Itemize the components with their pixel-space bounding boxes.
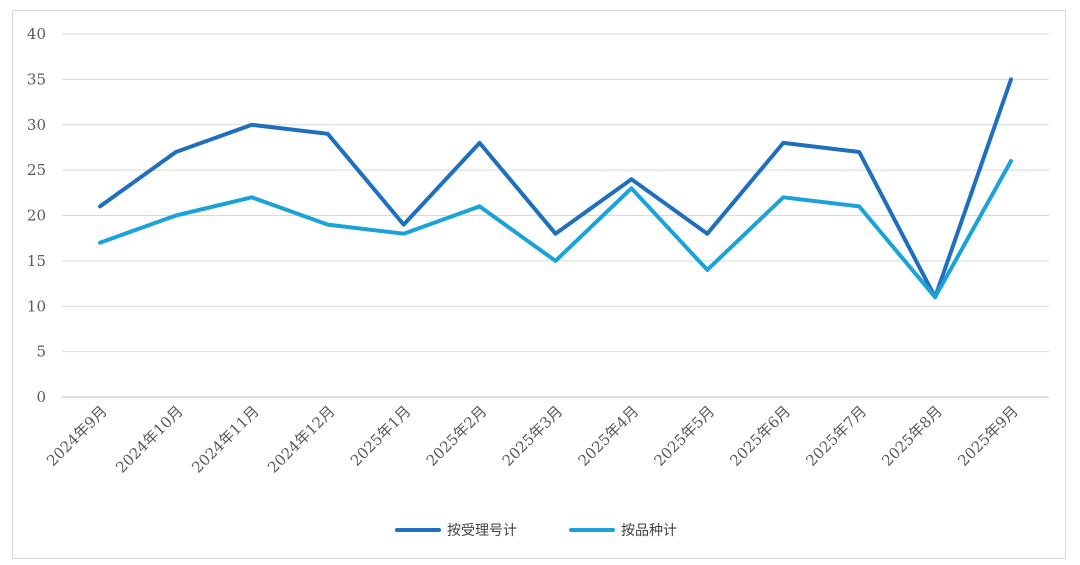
y-tick-label: 10 — [27, 297, 46, 315]
x-tick-label: 2025年2月 — [423, 402, 491, 470]
y-tick-label: 20 — [27, 207, 46, 225]
y-tick-label: 40 — [27, 25, 46, 43]
x-tick-label: 2025年8月 — [878, 402, 946, 470]
x-tick-label: 2025年7月 — [802, 402, 870, 470]
chart-frame — [12, 10, 1066, 559]
y-axis-ticks: 0 5 10 15 20 25 30 35 40 — [27, 25, 46, 406]
series-lines — [98, 77, 1013, 300]
y-tick-label: 35 — [27, 70, 46, 88]
legend: 按受理号计 按品种计 — [395, 523, 677, 539]
x-tick-label: 2024年12月 — [264, 402, 338, 476]
y-tick-label: 25 — [27, 161, 46, 179]
legend-label: 按品种计 — [621, 523, 677, 539]
x-tick-label: 2025年3月 — [499, 402, 567, 470]
legend-label: 按受理号计 — [447, 523, 517, 539]
x-tick-label: 2025年6月 — [726, 402, 794, 470]
y-tick-label: 30 — [27, 116, 46, 134]
x-tick-label: 2025年5月 — [650, 402, 718, 470]
x-tick-label: 2025年9月 — [954, 402, 1022, 470]
x-tick-label: 2024年11月 — [188, 402, 262, 476]
x-tick-label: 2024年10月 — [112, 402, 186, 476]
y-tick-label: 0 — [36, 388, 46, 406]
series-line-1 — [98, 77, 1013, 300]
x-axis-ticks: 2024年9月 2024年10月 2024年11月 2024年12月 2025年1月 20… — [43, 402, 1022, 476]
y-tick-label: 15 — [27, 252, 46, 270]
x-tick-label: 2024年9月 — [43, 402, 111, 470]
y-tick-label: 5 — [36, 343, 46, 361]
grid-lines — [62, 33, 1049, 398]
x-tick-label: 2025年4月 — [575, 402, 643, 470]
x-tick-label: 2025年1月 — [347, 402, 415, 470]
